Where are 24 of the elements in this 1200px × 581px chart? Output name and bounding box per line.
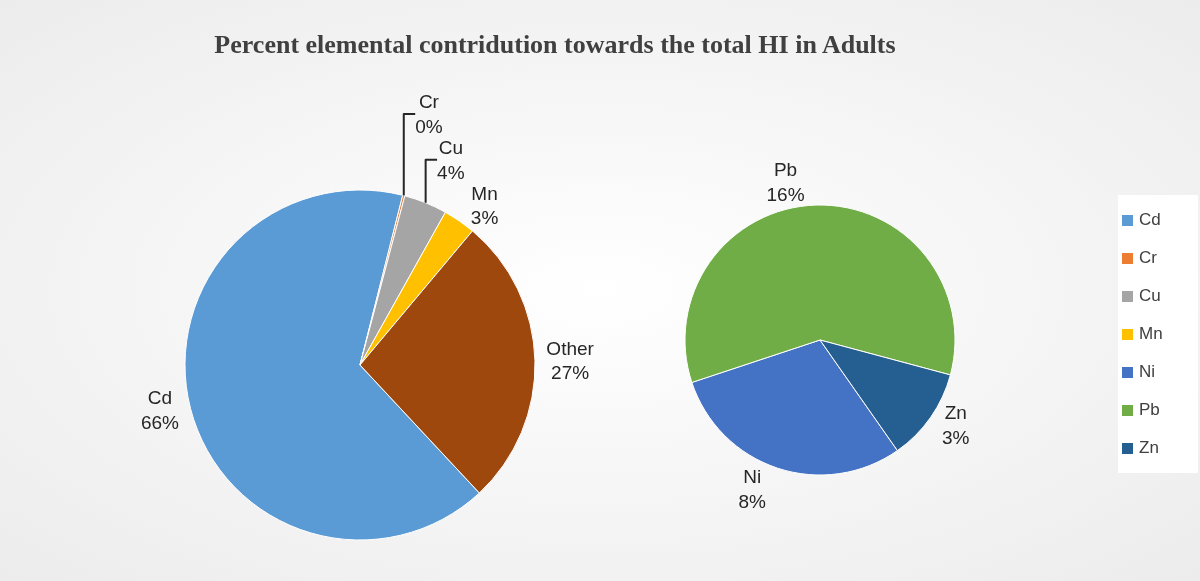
data-label: 0% — [415, 115, 443, 137]
chart-title: Percent elemental contridution towards the total HI in Adults — [213, 30, 897, 60]
legend-label: Pb — [1139, 400, 1160, 420]
legend-label: Zn — [1139, 438, 1159, 458]
data-label: 3% — [470, 207, 499, 229]
slice-label: Pb — [773, 159, 798, 181]
data-label: 66% — [140, 411, 180, 433]
legend-label: Ni — [1139, 362, 1156, 382]
legend-label: Cu — [1139, 286, 1161, 306]
data-label: 4% — [437, 161, 465, 183]
legend-label: Cr — [1139, 248, 1157, 268]
slice-label: Zn — [944, 402, 967, 424]
slice-label: Cr — [418, 91, 440, 113]
data-label: 3% — [942, 426, 970, 448]
slice-label: Mn — [471, 182, 498, 204]
slice-label: Ni — [743, 465, 762, 487]
data-label: 27% — [551, 362, 590, 384]
data-label: 8% — [738, 490, 767, 512]
slice-label: Cu — [438, 136, 463, 158]
legend-label: Mn — [1139, 324, 1163, 344]
legend-label: Cd — [1139, 210, 1161, 230]
slice-label: Other — [546, 337, 595, 359]
slice-label: Cd — [147, 387, 173, 409]
data-label: 16% — [766, 184, 805, 206]
